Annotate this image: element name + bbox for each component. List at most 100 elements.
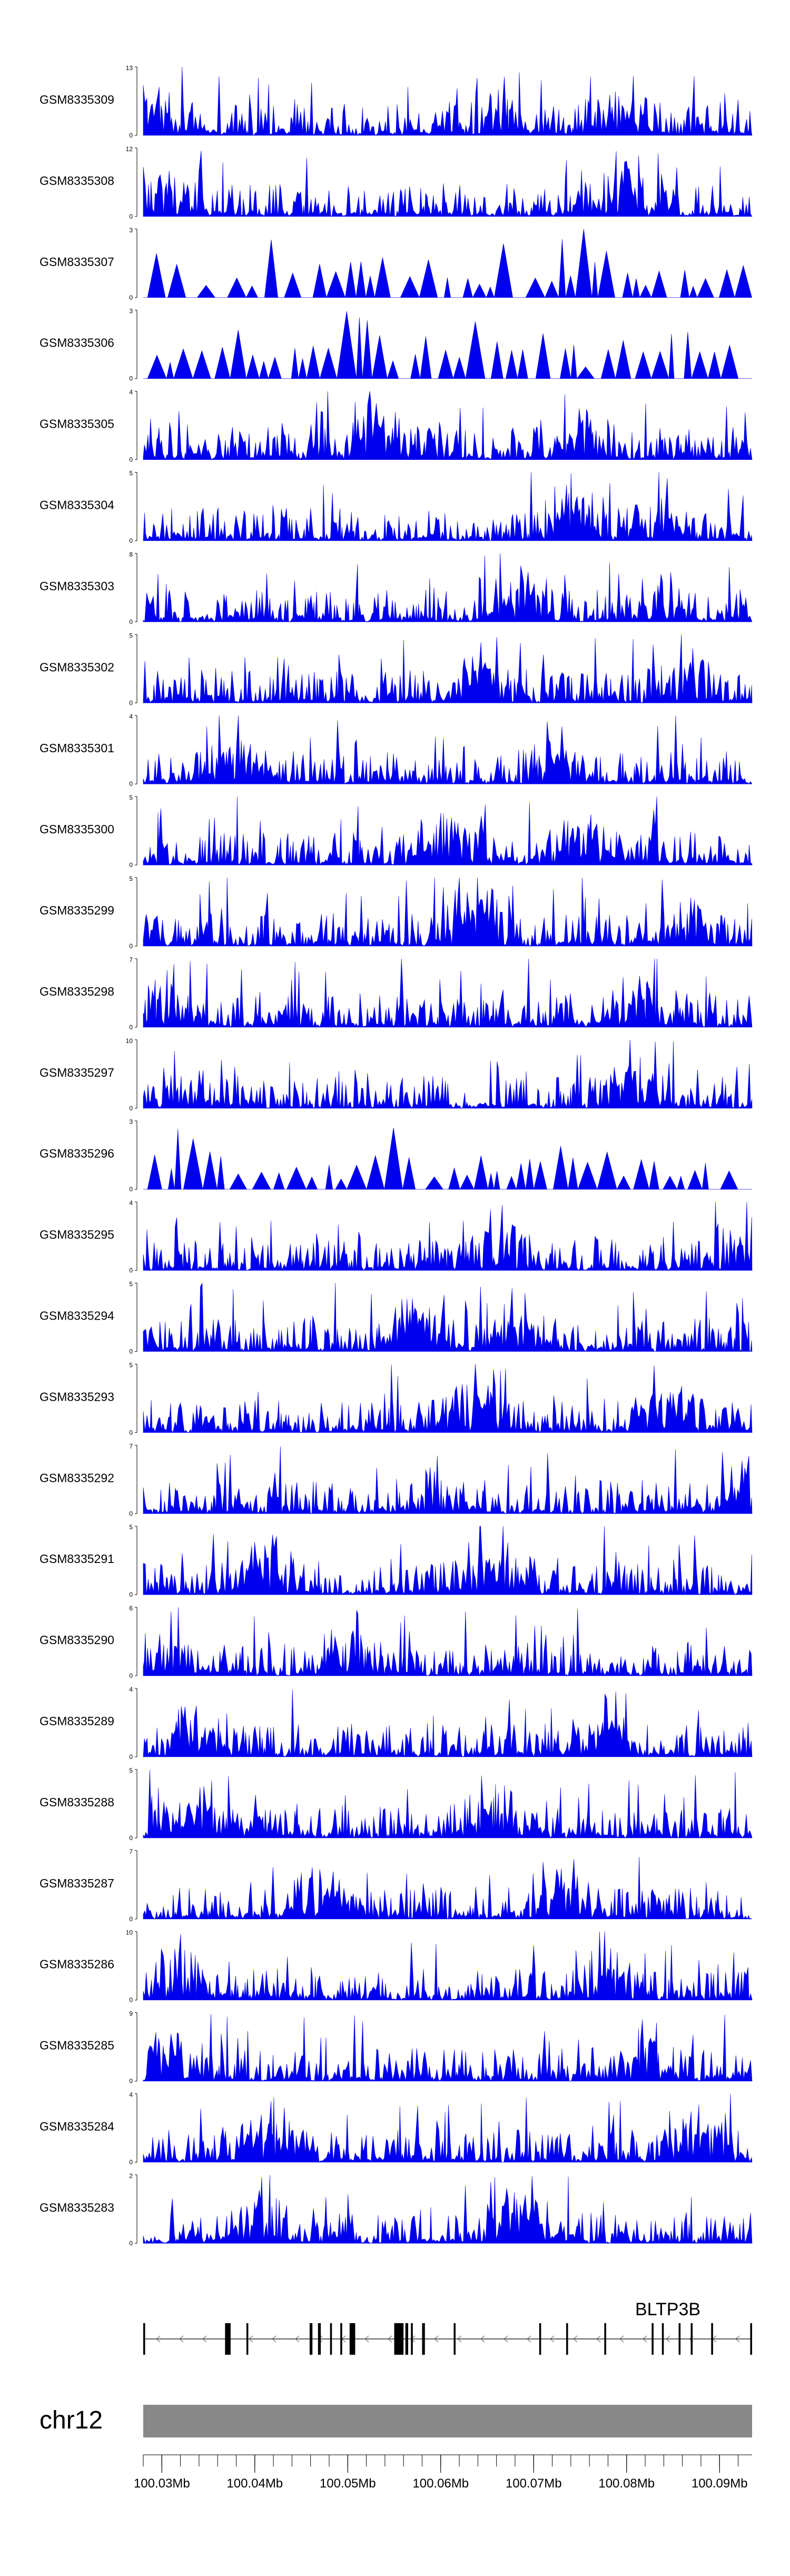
track-GSM8335289: GSM8335289 4 0 — [39, 1686, 753, 1761]
signal-area — [143, 958, 753, 1028]
strand-chevron — [735, 2335, 740, 2343]
y-max-label: 5 — [129, 1361, 133, 1369]
track-label: GSM8335303 — [39, 579, 114, 593]
y-min-label: 0 — [129, 537, 133, 545]
signal-area — [143, 1364, 753, 1433]
y-min-label: 0 — [129, 375, 133, 382]
x-axis-tick-label: 100.05Mb — [320, 2476, 376, 2491]
track-label: GSM8335286 — [39, 1958, 114, 1971]
signal-area — [143, 2014, 753, 2082]
strand-chevron — [457, 2335, 462, 2343]
y-max-label: 5 — [129, 875, 133, 882]
gene-exon — [604, 2323, 606, 2355]
y-min-label: 0 — [129, 294, 133, 301]
signal-area — [143, 1607, 753, 1676]
track-label: GSM8335297 — [39, 1066, 114, 1079]
gene-exon — [411, 2323, 413, 2355]
signal-area — [143, 1039, 753, 1109]
gene-track: BLTP3B — [143, 2299, 752, 2355]
track-GSM8335295: GSM8335295 4 0 — [39, 1199, 753, 1274]
track-label: GSM8335308 — [39, 174, 114, 188]
genomic-axis: 100.03Mb 100.04Mb 100.05Mb 100.06Mb 100.07Mb… — [134, 2454, 752, 2491]
gene-exon — [678, 2323, 681, 2355]
gene-exon — [340, 2323, 342, 2355]
signal-area — [143, 1689, 753, 1757]
signal-area — [143, 311, 752, 379]
track-label: GSM8335294 — [39, 1309, 114, 1323]
strand-chevron — [295, 2335, 300, 2343]
signal-area — [143, 1857, 753, 1920]
y-max-label: 4 — [129, 713, 133, 720]
track-GSM8335309: GSM8335309 13 0 — [39, 64, 753, 139]
strand-chevron — [643, 2335, 647, 2343]
signal-area — [143, 1931, 753, 2001]
y-min-label: 0 — [129, 1834, 133, 1842]
y-min-label: 0 — [129, 1267, 133, 1274]
y-max-label: 13 — [126, 64, 133, 72]
y-min-label: 0 — [129, 1672, 133, 1679]
gene-exon — [143, 2323, 145, 2355]
y-min-label: 0 — [129, 1753, 133, 1761]
strand-chevron — [550, 2335, 555, 2343]
gene-exon — [750, 2323, 752, 2355]
track-GSM8335290: GSM8335290 6 0 — [39, 1605, 753, 1679]
strand-chevron — [480, 2335, 485, 2343]
y-min-label: 0 — [129, 1105, 133, 1112]
track-GSM8335291: GSM8335291 5 0 — [39, 1523, 753, 1598]
track-label: GSM8335304 — [39, 498, 114, 512]
signal-area — [143, 229, 752, 298]
y-max-label: 10 — [126, 1037, 133, 1045]
track-GSM8335302: GSM8335302 5 0 — [39, 632, 753, 706]
y-min-label: 0 — [129, 2078, 133, 2085]
track-GSM8335301: GSM8335301 4 0 — [39, 713, 753, 788]
y-max-label: 4 — [129, 1199, 133, 1207]
gene-exon — [566, 2323, 568, 2355]
x-axis-tick-label: 100.09Mb — [692, 2476, 748, 2491]
strand-chevron — [527, 2335, 531, 2343]
track-GSM8335304: GSM8335304 5 0 — [39, 470, 753, 545]
y-min-label: 0 — [129, 132, 133, 139]
track-label: GSM8335292 — [39, 1471, 114, 1484]
track-label: GSM8335300 — [39, 822, 114, 836]
y-max-label: 5 — [129, 794, 133, 801]
signal-area — [143, 472, 753, 542]
y-max-label: 6 — [129, 1605, 133, 1612]
strand-chevron — [156, 2335, 161, 2343]
strand-chevron — [179, 2335, 184, 2343]
strand-chevron — [596, 2335, 601, 2343]
signal-area — [143, 1283, 753, 1352]
gene-exon — [349, 2323, 355, 2355]
y-max-label: 10 — [126, 1929, 133, 1936]
track-label: GSM8335284 — [39, 2120, 114, 2133]
track-GSM8335300: GSM8335300 5 0 — [39, 794, 753, 869]
y-min-label: 0 — [129, 780, 133, 788]
x-axis-tick-label: 100.06Mb — [412, 2476, 469, 2491]
y-max-label: 12 — [126, 145, 133, 153]
y-max-label: 7 — [129, 1848, 133, 1855]
x-axis-tick-label: 100.03Mb — [134, 2476, 190, 2491]
track-label: GSM8335307 — [39, 255, 114, 269]
y-min-label: 0 — [129, 456, 133, 464]
chromosome-track: chr12 — [39, 2405, 752, 2437]
strand-chevron — [503, 2335, 508, 2343]
gene-exon — [539, 2323, 541, 2355]
y-max-label: 5 — [129, 1281, 133, 1288]
track-GSM8335308: GSM8335308 12 0 — [39, 145, 753, 220]
track-GSM8335284: GSM8335284 4 0 — [39, 2091, 753, 2166]
y-max-label: 2 — [129, 2172, 133, 2179]
x-axis-tick-label: 100.08Mb — [598, 2476, 655, 2491]
y-max-label: 7 — [129, 956, 133, 963]
track-label: GSM8335285 — [39, 2039, 114, 2052]
signal-area — [143, 391, 753, 460]
y-max-label: 3 — [129, 1118, 133, 1126]
track-GSM8335293: GSM8335293 5 0 — [39, 1361, 753, 1436]
gene-exon — [651, 2323, 654, 2355]
gene-exon — [309, 2323, 313, 2355]
strand-chevron — [573, 2335, 578, 2343]
y-min-label: 0 — [129, 1915, 133, 1923]
y-min-label: 0 — [129, 1591, 133, 1598]
signal-area — [143, 797, 753, 866]
gene-name-label: BLTP3B — [635, 2299, 700, 2319]
track-GSM8335292: GSM8335292 7 0 — [39, 1442, 753, 1517]
track-label: GSM8335287 — [39, 1876, 114, 1890]
